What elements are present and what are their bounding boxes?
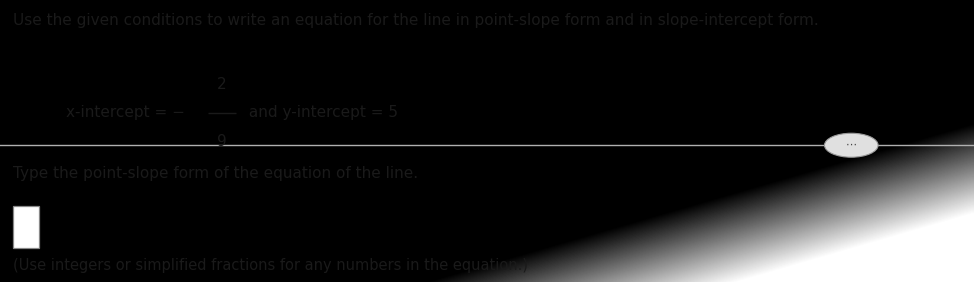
Ellipse shape bbox=[824, 133, 879, 157]
Text: ⋯: ⋯ bbox=[845, 140, 857, 150]
FancyBboxPatch shape bbox=[13, 206, 39, 248]
Text: and y-intercept = 5: and y-intercept = 5 bbox=[244, 105, 397, 120]
Text: x-intercept = −: x-intercept = − bbox=[66, 105, 185, 120]
Text: (Use integers or simplified fractions for any numbers in the equation.): (Use integers or simplified fractions fo… bbox=[13, 258, 528, 273]
Text: 9: 9 bbox=[217, 133, 227, 149]
Text: Use the given conditions to write an equation for the line in point-slope form a: Use the given conditions to write an equ… bbox=[13, 13, 818, 28]
Text: Type the point-slope form of the equation of the line.: Type the point-slope form of the equatio… bbox=[13, 166, 418, 181]
Text: 2: 2 bbox=[217, 77, 227, 92]
